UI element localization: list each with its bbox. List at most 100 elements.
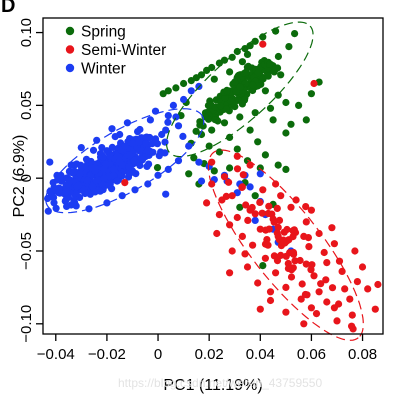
data-point [296, 256, 304, 265]
data-point [106, 180, 114, 188]
data-point [265, 225, 273, 233]
data-point [249, 241, 257, 249]
data-point [238, 183, 246, 191]
data-point [196, 118, 204, 126]
data-point [300, 232, 308, 240]
data-point [282, 165, 290, 173]
x-axis: −0.04 −0.02 0 0.02 0.04 0.06 0.08 [37, 334, 377, 363]
data-point [135, 138, 143, 146]
data-point [118, 192, 126, 200]
watermark: https://blog.csdn.net/weixin_43759550 [118, 376, 322, 390]
data-point [66, 176, 74, 184]
data-point [108, 143, 116, 151]
data-point [289, 233, 297, 241]
data-point [226, 97, 235, 105]
data-point [298, 280, 306, 288]
data-point [269, 116, 277, 124]
data-point [134, 128, 142, 136]
data-point [348, 322, 356, 330]
data-point [52, 204, 60, 212]
data-point [46, 158, 54, 166]
data-point [128, 139, 137, 147]
x-tick-label: −0.04 [37, 346, 75, 363]
data-point [265, 202, 273, 210]
data-point [266, 104, 275, 112]
legend-label-semi-winter: Semi-Winter [81, 42, 166, 59]
data-point [75, 181, 83, 190]
data-point [162, 126, 170, 134]
data-point [302, 116, 310, 124]
data-point [211, 116, 219, 124]
data-point [266, 288, 275, 296]
data-point [277, 71, 285, 79]
data-point [226, 164, 234, 172]
data-point [157, 148, 165, 156]
data-point [238, 58, 246, 66]
data-point [328, 284, 337, 292]
data-point [273, 257, 282, 265]
data-point [310, 79, 318, 88]
data-point [305, 243, 313, 251]
data-point [93, 136, 101, 144]
data-point [76, 170, 84, 178]
data-point [203, 199, 211, 207]
data-point [284, 259, 292, 268]
data-point [282, 252, 290, 260]
data-point [96, 150, 105, 158]
data-point [279, 236, 287, 244]
data-point [322, 276, 330, 284]
legend-label-winter: Winter [81, 61, 126, 78]
data-point [246, 183, 254, 191]
data-point [94, 176, 102, 184]
data-point [261, 87, 269, 95]
data-point [353, 278, 361, 286]
data-point [374, 280, 382, 289]
data-point [302, 260, 310, 268]
data-point [269, 215, 277, 223]
data-point [300, 320, 308, 328]
data-point [251, 37, 259, 45]
data-point [220, 119, 229, 127]
data-points [44, 27, 382, 333]
data-point [88, 164, 96, 172]
data-point [153, 164, 162, 172]
data-point [215, 211, 223, 219]
data-point [130, 156, 138, 164]
data-point [100, 174, 108, 182]
data-point [272, 180, 280, 188]
data-point [164, 112, 172, 120]
data-point [121, 142, 129, 150]
data-point [164, 118, 172, 126]
y-tick-label: −0.05 [18, 232, 35, 270]
data-point [282, 283, 290, 291]
data-point [295, 101, 303, 109]
data-point [264, 72, 272, 80]
data-point [348, 311, 356, 319]
data-point [241, 45, 249, 53]
data-point [287, 273, 296, 281]
data-point [205, 142, 213, 150]
data-point [307, 90, 315, 98]
data-point [338, 267, 346, 275]
data-point [259, 262, 267, 270]
data-point [302, 218, 310, 226]
data-point [249, 81, 257, 89]
series-spring [153, 27, 323, 270]
data-point [128, 167, 137, 175]
data-point [335, 257, 344, 265]
data-point [274, 223, 282, 231]
data-point [228, 247, 236, 255]
data-point [103, 199, 111, 207]
data-point [210, 167, 218, 175]
data-point [192, 127, 200, 135]
data-point [256, 305, 264, 313]
data-point [49, 193, 57, 201]
data-point [287, 203, 295, 211]
data-point [226, 68, 234, 76]
data-point [146, 116, 154, 124]
data-point [310, 272, 318, 280]
data-point [96, 187, 104, 195]
data-point [261, 151, 269, 159]
data-point [110, 165, 118, 174]
